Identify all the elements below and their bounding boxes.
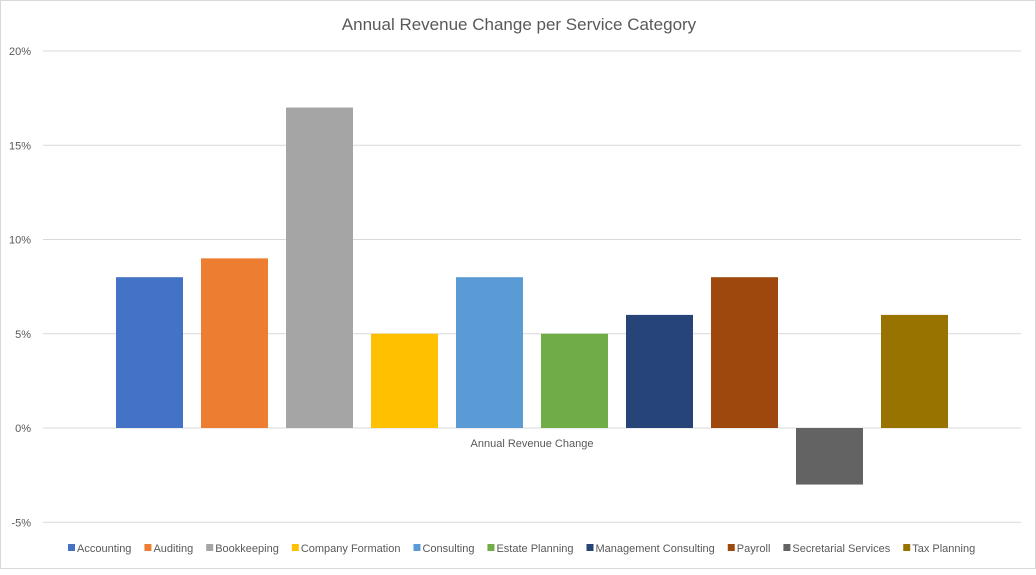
bar-estate-planning	[541, 333, 608, 428]
bar-secretarial-services	[796, 428, 863, 485]
legend-label: Accounting	[77, 543, 131, 555]
legend-swatch	[413, 544, 421, 551]
legend-label: Bookkeeping	[215, 543, 279, 555]
bar-management-consulting	[626, 314, 693, 428]
bar-payroll	[711, 277, 778, 428]
bar-tax-planning	[881, 314, 948, 428]
y-tick-label: 10%	[9, 235, 31, 247]
y-tick-label: 20%	[9, 46, 31, 58]
legend-label: Payroll	[737, 543, 771, 555]
bar-company-formation	[371, 333, 438, 428]
legend-label: Auditing	[153, 543, 193, 555]
bar-accounting	[116, 277, 183, 428]
chart-title: Annual Revenue Change per Service Catego…	[342, 15, 697, 34]
y-tick-label: -5%	[11, 517, 31, 529]
y-tick-label: 5%	[15, 329, 31, 341]
legend-swatch	[144, 544, 152, 551]
legend-swatch	[487, 544, 495, 551]
bar-auditing	[201, 258, 268, 428]
legend-swatch	[903, 544, 911, 551]
legend-label: Estate Planning	[496, 543, 573, 555]
bar-bookkeeping	[286, 107, 353, 429]
legend-swatch	[206, 544, 214, 551]
bar-consulting	[456, 277, 523, 428]
legend-label: Secretarial Services	[792, 543, 890, 555]
legend-label: Consulting	[422, 543, 474, 555]
legend-label: Company Formation	[301, 543, 401, 555]
legend-swatch	[727, 544, 735, 551]
x-axis-label: Annual Revenue Change	[471, 438, 594, 450]
y-tick-label: 0%	[15, 423, 31, 435]
legend-swatch	[291, 544, 299, 551]
y-tick-label: 15%	[9, 140, 31, 152]
legend-swatch	[586, 544, 594, 551]
legend-swatch	[783, 544, 791, 551]
legend-swatch	[68, 544, 75, 551]
legend-label: Management Consulting	[596, 543, 715, 555]
legend-label: Tax Planning	[912, 543, 975, 555]
